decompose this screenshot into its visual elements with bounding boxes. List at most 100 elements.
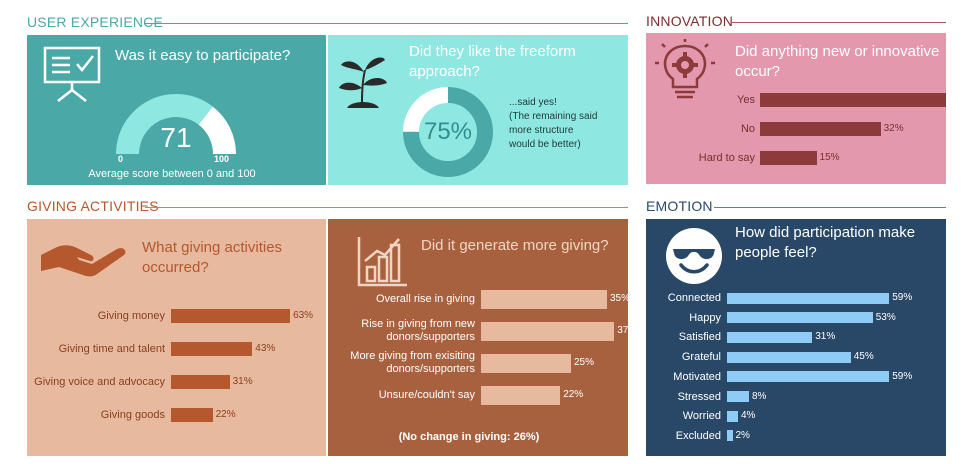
bar (171, 309, 291, 323)
bar (760, 93, 946, 107)
section-divider (714, 207, 946, 208)
bar-label: Hard to say (698, 152, 755, 164)
bar-value-label: 63% (293, 310, 314, 321)
bar (727, 391, 749, 402)
innovation-panel: Did anything new or innovative occur? Ye… (646, 33, 946, 184)
bar-value-label: 31% (232, 376, 253, 387)
bar-label: No (740, 123, 755, 135)
bar (727, 351, 851, 363)
section-divider (145, 207, 628, 208)
bar-value-label: 4% (741, 410, 756, 422)
gauge-max-label: 100 (214, 154, 230, 164)
bar (481, 353, 571, 373)
ease-panel: Was it easy to participate? 71 0 100 Ave… (27, 35, 326, 185)
bar-value-label: 59% (892, 370, 913, 382)
donut-percent-label: 75% (423, 118, 473, 145)
gauge-min-label: 0 (118, 154, 124, 164)
gauge-value-arc (116, 94, 213, 154)
bar-label-line: More giving from exisiting (350, 350, 475, 362)
bar-value-label: 8% (752, 390, 767, 402)
bar (171, 408, 213, 422)
bar-value-label: 43% (255, 343, 276, 354)
bar-label: Rise in giving from new donors/supporters (328, 318, 475, 344)
innovation-title: Did anything new or innovative occur? (735, 43, 940, 80)
bar-label: Giving goods (100, 409, 165, 421)
bar-row: Giving goods 22% (27, 405, 326, 425)
bar (171, 342, 253, 356)
bar-row: Unsure/couldn't say 22% (328, 381, 628, 409)
giving-activities-title: What giving activities occurred? (142, 239, 283, 276)
bar-label-line: donors/supporters (386, 331, 475, 343)
bar-value-label: 45% (853, 351, 874, 363)
more-giving-footnote: (No change in giving: 26%) (398, 431, 540, 443)
bar (760, 122, 881, 136)
plant-icon (339, 57, 387, 108)
bar-value-label: 53% (875, 311, 896, 323)
more-giving-bar-chart: Overall rise in giving 35% Rise in giving … (328, 219, 628, 456)
freeform-title: Did they like the freeform approach? (409, 43, 576, 80)
bar-value-label: 2% (735, 429, 750, 441)
ease-gauge (116, 94, 236, 154)
gauge-remaining-arc (198, 106, 236, 154)
bar (727, 331, 813, 343)
bar-row: Satisfied 31% (646, 327, 946, 347)
bar-label: Yes (737, 94, 755, 106)
freeform-panel: Did they like the freeform approach? 75%… (328, 35, 628, 185)
bar-label: Happy (689, 311, 721, 324)
gauge-score: 71 (160, 122, 192, 153)
bar-row: Excluded 2% (646, 426, 946, 446)
bar-row: Giving time and talent 43% (27, 339, 326, 359)
bar-value-label: 35% (610, 293, 628, 304)
emotion-title: How did participation make people feel? (735, 224, 916, 261)
freeform-note-line: more structure (509, 125, 574, 136)
bar-label: More giving from exisiting donors/support… (328, 350, 475, 376)
bar-row: Giving money 63% (27, 306, 326, 326)
bar-row: Grateful 45% (646, 347, 946, 367)
bar-value-label: 59% (892, 292, 913, 303)
bar-chart-icon (357, 237, 407, 287)
bar-row: Motivated 59% (646, 367, 946, 387)
bar-row: Worried 4% (646, 406, 946, 426)
bar-value-label: 31% (815, 331, 836, 343)
presentation-board-icon (43, 46, 101, 102)
bar (171, 375, 230, 389)
emotion-bar-chart: Connected 59% Happy 53% Satisfied 31% Grateful… (646, 219, 946, 456)
bar-row: Giving voice and advocacy 31% (27, 372, 326, 392)
bar (727, 410, 738, 422)
bar-value-label: 15% (819, 152, 840, 163)
freeform-note-line: ...said yes! (509, 97, 557, 108)
lightbulb-gear-icon (655, 39, 715, 99)
bar-value-label: 32% (883, 123, 904, 134)
bar-row: No 32% (646, 119, 946, 139)
bar-label: Giving time and talent (58, 343, 165, 355)
bar-label: Connected (667, 292, 721, 304)
bar (481, 321, 615, 341)
bar-row: Yes53% (646, 90, 946, 110)
section-divider (144, 23, 628, 24)
freeform-note-line: (The remaining said (509, 111, 598, 122)
ease-title: Was it easy to participate? (115, 47, 291, 64)
bar-label: Grateful (681, 351, 721, 364)
bar-value-label: 22% (215, 409, 236, 420)
innovation-bar-chart: Yes53% No 32% Hard to say 15% (646, 33, 946, 184)
more-giving-panel: Did it generate more giving? Overall ris… (328, 219, 628, 456)
donut-slice-remaining (403, 87, 493, 177)
bar-label: Stressed (677, 390, 721, 403)
section-title-user-experience: USER EXPERIENCE (27, 14, 164, 30)
bar-label: Unsure/couldn't say (378, 389, 475, 401)
bar-label: Satisfied (678, 331, 721, 344)
bar (727, 371, 890, 383)
bar-label: Giving money (97, 310, 165, 322)
giving-activities-panel: What giving activities occurred? Giving … (27, 219, 326, 456)
bar (481, 385, 561, 405)
more-giving-title: Did it generate more giving? (421, 237, 609, 254)
bar (760, 151, 817, 165)
freeform-donut (403, 87, 493, 177)
bar-label: Excluded (675, 429, 721, 442)
bar-label: Motivated (673, 370, 721, 383)
freeform-note: ...said yes! (The remaining said more st… (509, 96, 597, 152)
bar (727, 312, 873, 324)
section-title-emotion: EMOTION (646, 198, 713, 214)
bar (481, 289, 607, 309)
bar-row: More giving from exisiting donors/support… (328, 349, 628, 377)
